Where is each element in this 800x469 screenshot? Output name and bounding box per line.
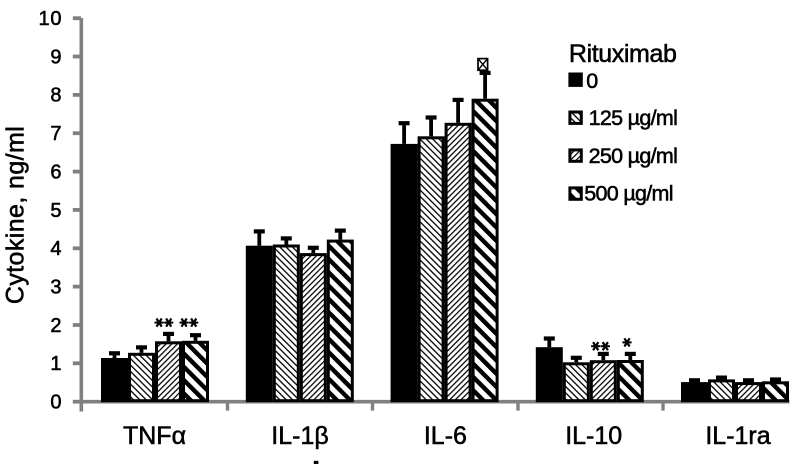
svg-text:8: 8 [50, 85, 62, 107]
svg-text:500 µg/ml: 500 µg/ml [584, 182, 673, 206]
svg-text:Cytokine, ng/ml: Cytokine, ng/ml [2, 126, 30, 304]
svg-text:4: 4 [50, 238, 62, 260]
svg-text:IL-6: IL-6 [424, 422, 467, 450]
svg-text:1: 1 [50, 353, 62, 375]
svg-text:7: 7 [50, 123, 62, 145]
svg-text:TNFα: TNFα [123, 422, 186, 450]
svg-text:125 µg/ml: 125 µg/ml [589, 106, 678, 130]
svg-text:0: 0 [50, 392, 62, 414]
svg-text:IL-1ra: IL-1ra [705, 422, 770, 450]
svg-text:5: 5 [50, 200, 62, 222]
svg-text:3: 3 [50, 276, 62, 298]
svg-text:0: 0 [586, 69, 598, 93]
svg-text:IL-1β: IL-1β [271, 422, 328, 450]
svg-text:IL-10: IL-10 [565, 422, 622, 450]
svg-text:2: 2 [50, 315, 62, 337]
svg-text:9: 9 [50, 46, 62, 68]
svg-text:250 µg/ml: 250 µg/ml [589, 144, 678, 168]
svg-text:10: 10 [38, 8, 62, 30]
svg-text:Rituximab: Rituximab [569, 40, 677, 68]
svg-text:6: 6 [50, 161, 62, 183]
